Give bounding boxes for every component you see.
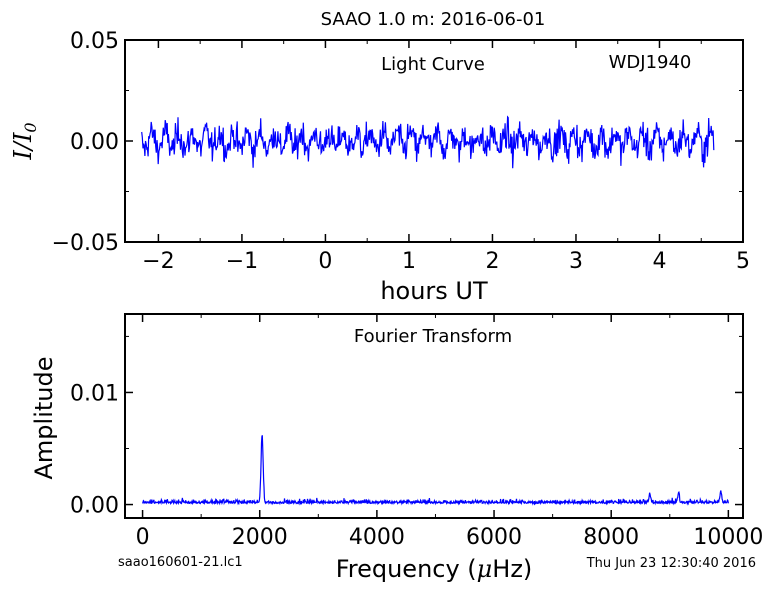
fourier-x-axis-label-tail: Hz) bbox=[492, 555, 532, 583]
x-tick-label: 4000 bbox=[349, 525, 405, 550]
y-tick-label: 0.00 bbox=[70, 130, 119, 155]
fourier-x-axis-label-main: Frequency ( bbox=[336, 555, 477, 583]
light-curve-y-axis-label-sub: 0 bbox=[21, 122, 40, 132]
fourier-x-axis-label: Frequency (μHz) bbox=[336, 555, 533, 583]
x-tick-label: 1 bbox=[402, 249, 416, 274]
footer-filename: saao160601-21.lc1 bbox=[118, 555, 243, 570]
x-tick-label: 8000 bbox=[583, 525, 639, 550]
x-tick-label: 6000 bbox=[466, 525, 522, 550]
fourier-label: Fourier Transform bbox=[354, 326, 512, 347]
x-tick-label: 4 bbox=[652, 249, 666, 274]
fourier-y-ticks: 0.00 0.01 bbox=[70, 335, 743, 519]
fourier-x-ticks: 0 2000 4000 6000 8000 10000 bbox=[136, 314, 763, 550]
figure-title: SAAO 1.0 m: 2016-06-01 bbox=[321, 9, 546, 30]
x-tick-label: −1 bbox=[226, 249, 258, 274]
light-curve-x-ticks: −2 −1 0 1 2 3 4 5 bbox=[142, 40, 750, 274]
x-tick-label: 3 bbox=[569, 249, 583, 274]
fourier-series bbox=[142, 435, 729, 506]
footer-timestamp: Thu Jun 23 12:30:40 2016 bbox=[586, 556, 756, 571]
x-tick-label: 2 bbox=[485, 249, 499, 274]
y-tick-label: 0.01 bbox=[70, 381, 119, 406]
x-tick-label: 0 bbox=[318, 249, 332, 274]
light-curve-y-ticks: −0.05 0.00 0.05 bbox=[52, 29, 743, 256]
x-tick-label: −2 bbox=[142, 249, 174, 274]
y-tick-label: 0.00 bbox=[70, 494, 119, 519]
x-tick-label: 5 bbox=[736, 249, 750, 274]
x-tick-label: 2000 bbox=[232, 525, 288, 550]
x-tick-label: 0 bbox=[136, 525, 150, 550]
y-tick-label: 0.05 bbox=[70, 29, 119, 54]
fourier-y-axis-label: Amplitude bbox=[30, 357, 58, 480]
fourier-x-axis-label-mu: μ bbox=[477, 555, 493, 583]
x-tick-label: 10000 bbox=[693, 525, 763, 550]
light-curve-series bbox=[141, 115, 715, 169]
light-curve-x-axis-label: hours UT bbox=[380, 277, 488, 305]
fourier-frame bbox=[124, 313, 744, 519]
light-curve-y-axis-label: I/I0 bbox=[9, 122, 40, 160]
light-curve-panel: −2 −1 0 1 2 3 4 5 −0.05 0.00 0.05 Light Curve WDJ… bbox=[9, 29, 750, 305]
target-label: WDJ1940 bbox=[609, 52, 692, 73]
light-curve-label: Light Curve bbox=[381, 54, 485, 75]
light-curve-y-axis-label-main: I/I bbox=[9, 132, 37, 161]
y-tick-label: −0.05 bbox=[52, 231, 119, 256]
fourier-panel: 0 2000 4000 6000 8000 10000 0.00 0.01 Fourier … bbox=[30, 313, 763, 583]
